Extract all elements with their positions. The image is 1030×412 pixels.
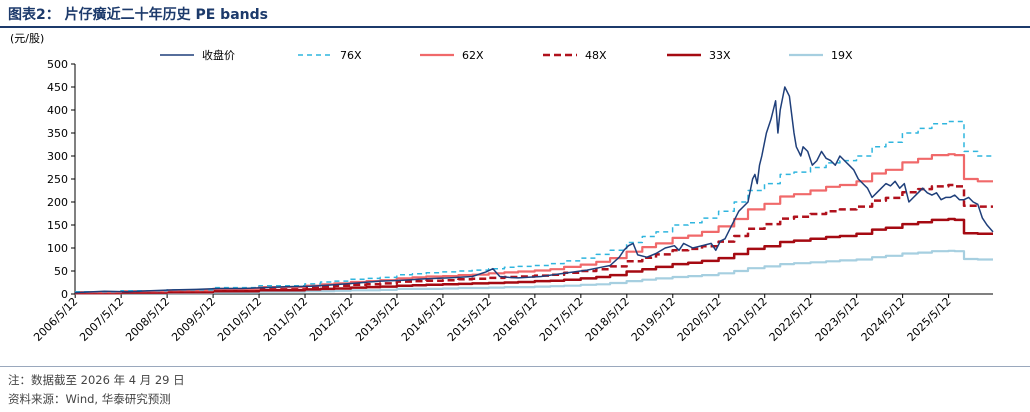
x-tick-label: 2024/5/12 <box>859 295 908 344</box>
axes: 0501001502002503003504004505002006/5/122… <box>31 58 993 344</box>
x-tick-label: 2016/5/12 <box>491 295 540 344</box>
y-tick-label: 250 <box>47 173 68 186</box>
x-tick-label: 2012/5/12 <box>307 295 356 344</box>
y-tick-label: 350 <box>47 127 68 140</box>
x-tick-label: 2015/5/12 <box>445 295 494 344</box>
legend-label-pe76: 76X <box>340 49 362 62</box>
data-source: 资料来源：Wind, 华泰研究预测 <box>8 392 171 406</box>
x-tick-label: 2022/5/12 <box>767 295 816 344</box>
x-tick-label: 2023/5/12 <box>813 295 862 344</box>
y-tick-label: 300 <box>47 150 68 163</box>
x-tick-label: 2025/5/12 <box>905 295 954 344</box>
x-tick-label: 2021/5/12 <box>721 295 770 344</box>
series-line-pe19 <box>75 249 993 295</box>
legend-label-pe48: 48X <box>585 49 607 62</box>
y-tick-label: 400 <box>47 104 68 117</box>
x-tick-label: 2010/5/12 <box>215 295 264 344</box>
series-layer <box>74 86 994 295</box>
x-tick-label: 2011/5/12 <box>261 295 310 344</box>
legend-label-price: 收盘价 <box>202 48 235 62</box>
legend-label-pe62: 62X <box>462 49 484 62</box>
series-line-pe76 <box>75 120 993 293</box>
y-tick-label: 100 <box>47 242 68 255</box>
figure-title: 图表2： 片仔癀近二十年历史 PE bands <box>8 7 268 23</box>
x-tick-label: 2006/5/12 <box>31 295 80 344</box>
x-tick-label: 2018/5/12 <box>583 295 632 344</box>
footer-rule <box>0 366 1030 367</box>
y-tick-label: 450 <box>47 81 68 94</box>
series-line-pe48 <box>75 183 993 294</box>
x-tick-label: 2008/5/12 <box>123 295 172 344</box>
legend: 收盘价 76X 62X 48X 33X 19X <box>160 48 853 62</box>
y-axis-unit-label: (元/股) <box>10 32 44 45</box>
title-rule <box>0 26 1030 28</box>
x-tick-label: 2019/5/12 <box>629 295 678 344</box>
series-line-pe62 <box>75 153 993 294</box>
data-note: 注：数据截至 2026 年 4 月 29 日 <box>8 373 185 387</box>
series-line-price <box>74 86 994 294</box>
legend-label-pe33: 33X <box>709 49 731 62</box>
pe-bands-chart: (元/股) 0 50 100 150 200 250 300 350 400 450 500 2006… <box>10 32 994 344</box>
x-tick-label: 2007/5/12 <box>77 295 126 344</box>
y-tick-label: 200 <box>47 196 68 209</box>
y-tick-label: 150 <box>47 219 68 232</box>
legend-label-pe19: 19X <box>831 49 853 62</box>
y-tick-label: 0 <box>61 288 68 301</box>
series-line-pe33 <box>75 217 993 295</box>
x-tick-label: 2017/5/12 <box>537 295 586 344</box>
x-tick-label: 2020/5/12 <box>675 295 724 344</box>
x-tick-label: 2009/5/12 <box>169 295 218 344</box>
x-tick-label: 2014/5/12 <box>399 295 448 344</box>
x-tick-label: 2013/5/12 <box>353 295 402 344</box>
y-tick-label: 50 <box>54 265 68 278</box>
y-tick-label: 500 <box>47 58 68 71</box>
